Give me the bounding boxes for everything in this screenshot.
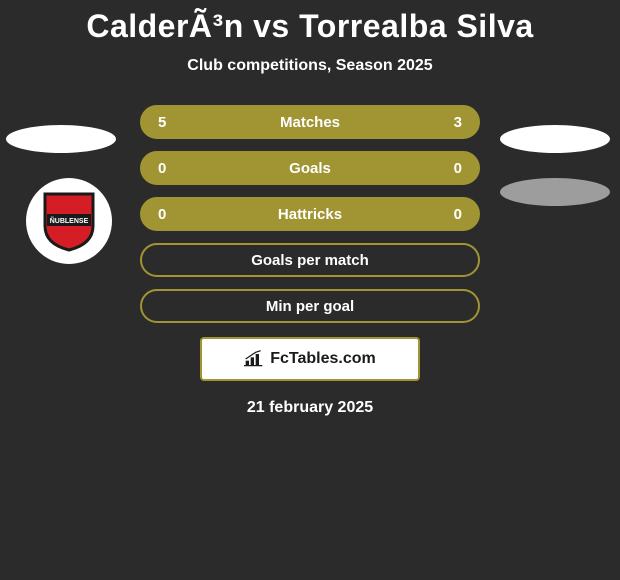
side-oval-right-2 — [500, 178, 610, 206]
stat-label: Goals per match — [188, 252, 432, 269]
side-oval-left — [6, 125, 116, 153]
club-badge: ÑUBLENSE — [26, 178, 112, 264]
stat-label: Min per goal — [188, 298, 432, 315]
stat-left-value: 0 — [158, 206, 188, 223]
stat-left-value: 5 — [158, 114, 188, 131]
date-text: 21 february 2025 — [0, 399, 620, 417]
stat-label: Matches — [188, 114, 432, 131]
stat-row-goals-per-match: Goals per match — [140, 243, 480, 277]
subtitle: Club competitions, Season 2025 — [0, 57, 620, 75]
stat-label: Hattricks — [188, 206, 432, 223]
stat-right-value: 0 — [432, 160, 462, 177]
stat-right-value: 0 — [432, 206, 462, 223]
stat-row-goals: 0 Goals 0 — [140, 151, 480, 185]
stat-row-hattricks: 0 Hattricks 0 — [140, 197, 480, 231]
brand-box: FcTables.com — [200, 337, 420, 381]
stat-row-matches: 5 Matches 3 — [140, 105, 480, 139]
chart-icon — [244, 350, 264, 368]
stat-right-value: 3 — [432, 114, 462, 131]
stat-row-min-per-goal: Min per goal — [140, 289, 480, 323]
svg-text:ÑUBLENSE: ÑUBLENSE — [50, 216, 89, 225]
brand-label: FcTables.com — [270, 350, 376, 368]
page-title: CalderÃ³n vs Torrealba Silva — [0, 8, 620, 45]
side-oval-right-1 — [500, 125, 610, 153]
stat-left-value: 0 — [158, 160, 188, 177]
stat-label: Goals — [188, 160, 432, 177]
shield-icon: ÑUBLENSE — [41, 190, 97, 252]
